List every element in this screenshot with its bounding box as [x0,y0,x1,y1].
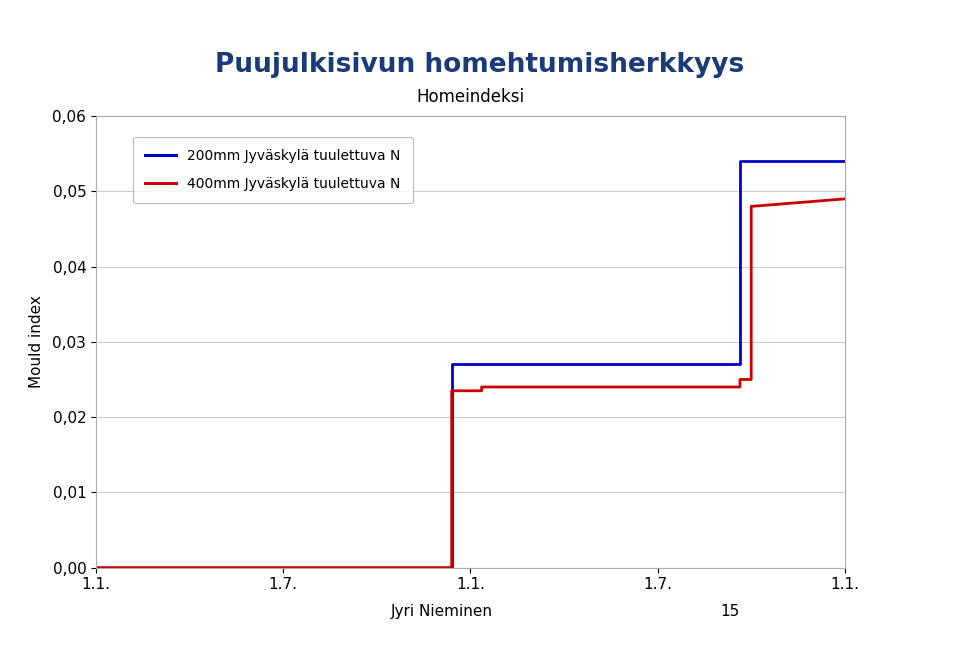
Text: VTT TECHNICAL RESEARCH CENTRE OF FINLAND: VTT TECHNICAL RESEARCH CENTRE OF FINLAND [12,10,294,21]
Legend: 200mm Jyväskylä tuulettuva N, 400mm Jyväskylä tuulettuva N: 200mm Jyväskylä tuulettuva N, 400mm Jyvä… [132,137,413,203]
Text: Puujulkisivun homehtumisherkkyys: Puujulkisivun homehtumisherkkyys [215,52,745,77]
Text: 15: 15 [720,604,739,619]
Y-axis label: Mould index: Mould index [29,295,44,388]
Text: Jyri Nieminen: Jyri Nieminen [391,604,492,619]
Title: Homeindeksi: Homeindeksi [417,88,524,106]
